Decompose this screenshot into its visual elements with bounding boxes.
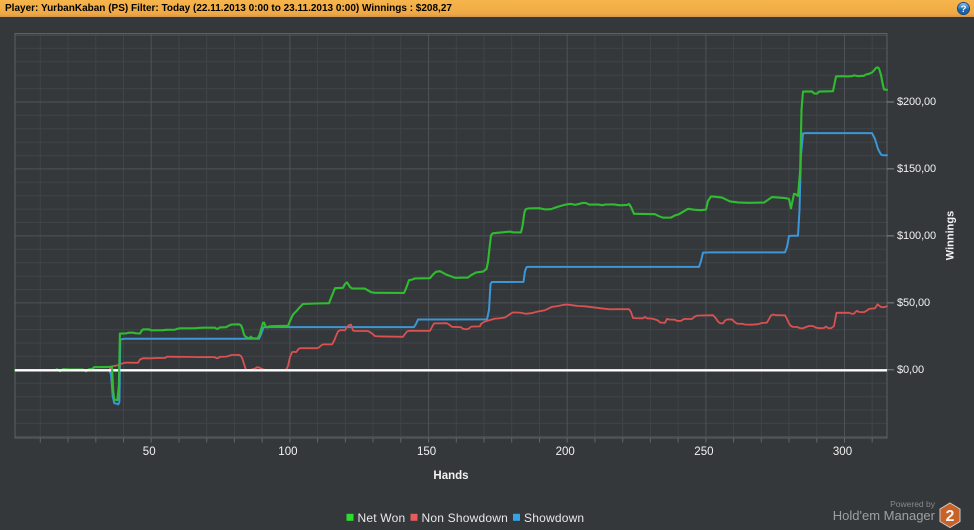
svg-text:250: 250 xyxy=(694,446,713,458)
svg-text:$150,00: $150,00 xyxy=(897,163,936,175)
svg-text:?: ? xyxy=(961,4,967,15)
svg-text:2: 2 xyxy=(946,508,955,525)
svg-text:Powered by: Powered by xyxy=(890,499,936,509)
svg-text:50: 50 xyxy=(143,446,156,458)
svg-text:$200,00: $200,00 xyxy=(897,96,936,108)
svg-text:150: 150 xyxy=(417,446,436,458)
svg-text:Hold'em Manager: Hold'em Manager xyxy=(833,508,936,523)
svg-text:$100,00: $100,00 xyxy=(897,230,936,242)
svg-text:$0,00: $0,00 xyxy=(897,364,924,376)
svg-text:300: 300 xyxy=(833,446,852,458)
svg-text:Non Showdown: Non Showdown xyxy=(422,511,508,525)
svg-text:100: 100 xyxy=(278,446,297,458)
svg-text:Net Won: Net Won xyxy=(358,511,406,525)
svg-text:Showdown: Showdown xyxy=(524,511,584,525)
svg-text:Winnings: Winnings xyxy=(945,211,957,260)
svg-text:Hands: Hands xyxy=(433,470,468,482)
svg-text:200: 200 xyxy=(556,446,575,458)
svg-text:$50,00: $50,00 xyxy=(897,297,930,309)
